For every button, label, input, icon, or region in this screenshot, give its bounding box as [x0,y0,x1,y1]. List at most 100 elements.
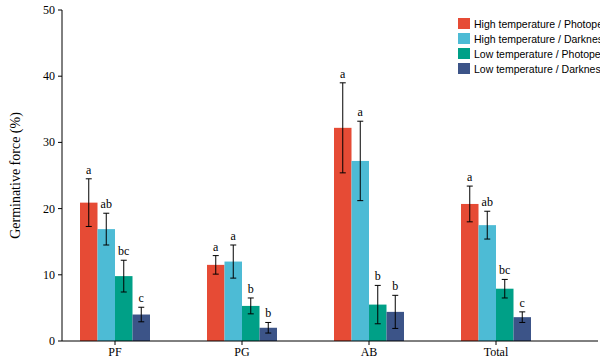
bar [207,265,225,341]
labels: aaaaabaaabbcbbbccbbc [86,67,525,321]
error-line [377,285,378,323]
error-line [360,121,361,200]
error-line [395,295,396,328]
error-line [342,83,343,173]
error-cap [248,313,254,314]
error-bar [121,260,127,292]
error-cap [213,274,219,275]
error-line [268,322,269,333]
y-tick-label: 0 [49,334,55,348]
bar [479,225,497,341]
error-cap [121,260,127,261]
y-tick [58,341,62,342]
error-cap [392,295,398,296]
error-cap [340,82,346,83]
error-cap [392,328,398,329]
error-bar [502,279,508,298]
error-bar [340,83,346,173]
error-cap [86,178,92,179]
error-line [141,307,142,322]
significance-letter: bc [118,244,129,258]
error-line [469,186,470,222]
legend: High temperature / PhotoperiodHigh tempe… [458,18,600,75]
significance-letter: ab [101,197,112,211]
error-cap [86,226,92,227]
error-bar [138,307,144,322]
significance-letter: bc [499,263,510,277]
error-bar [265,322,271,333]
legend-label: High temperature / Photoperiod [474,18,600,30]
significance-letter: a [358,105,364,119]
error-cap [265,333,271,334]
x-tick-label: PG [234,345,250,359]
error-line [522,312,523,323]
error-cap [103,213,109,214]
significance-letter: a [213,240,219,254]
legend-label: Low temperature / Darkness [474,63,600,75]
error-bar [392,295,398,328]
error-bar [519,312,525,323]
significance-letter: c [139,291,144,305]
x-tick-label: Total [484,345,509,359]
significance-letter: ab [482,195,493,209]
error-cap [519,311,525,312]
legend-swatch [458,33,470,44]
error-bar [103,213,109,245]
error-cap [121,292,127,293]
y-tick [58,142,62,143]
legend-swatch [458,63,470,74]
error-cap [213,255,219,256]
x-tick-label: PF [108,345,122,359]
error-line [123,260,124,292]
error-cap [375,323,381,324]
bar [461,204,479,341]
x-axis [62,341,598,342]
error-cap [357,121,363,122]
error-bar [467,186,473,222]
error-cap [502,297,508,298]
bar [98,229,116,341]
error-cap [519,322,525,323]
legend-label: Low temperature / Photoperiod [474,48,600,60]
error-line [233,245,234,278]
y-tick-label: 40 [43,69,55,83]
y-tick [58,208,62,209]
error-line [250,298,251,314]
error-cap [502,279,508,280]
y-tick-label: 30 [43,135,55,149]
error-cap [467,186,473,187]
y-tick [58,10,62,11]
error-line [88,179,89,227]
legend-swatch [458,48,470,59]
error-bar [213,256,219,275]
error-cap [467,221,473,222]
error-cap [484,211,490,212]
y-axis-label: Germinative force (%) [8,112,24,239]
y-tick-label: 50 [43,3,55,17]
error-bar [375,285,381,323]
error-bar [86,179,92,227]
y-axis [62,10,63,341]
error-cap [357,200,363,201]
significance-letter: a [231,229,237,243]
error-line [215,256,216,275]
significance-letter: b [375,269,381,283]
error-cap [265,322,271,323]
error-cap [375,285,381,286]
error-cap [138,307,144,308]
error-line [487,211,488,239]
significance-letter: a [86,163,92,177]
error-bar [357,121,363,200]
error-cap [103,245,109,246]
chart: aaaaabaaabbcbbbccbbc01020304050PFPGABTot… [0,0,600,361]
significance-letter: b [265,306,271,320]
y-tick-label: 10 [43,268,55,282]
error-cap [484,239,490,240]
bars [80,83,531,341]
significance-letter: a [467,170,473,184]
error-cap [248,297,254,298]
error-bar [484,211,490,239]
significance-letter: a [340,67,346,81]
legend-swatch [458,18,470,29]
error-line [504,279,505,298]
